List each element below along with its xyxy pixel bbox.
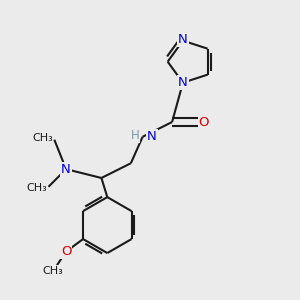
Text: N: N bbox=[178, 33, 188, 46]
Text: N: N bbox=[178, 76, 188, 89]
Text: H: H bbox=[131, 129, 140, 142]
Text: O: O bbox=[61, 245, 71, 258]
Text: N: N bbox=[61, 163, 71, 176]
Text: CH₃: CH₃ bbox=[32, 133, 53, 143]
Text: O: O bbox=[199, 116, 209, 128]
Text: CH₃: CH₃ bbox=[43, 266, 63, 276]
Text: N: N bbox=[147, 130, 157, 143]
Text: CH₃: CH₃ bbox=[26, 183, 47, 193]
